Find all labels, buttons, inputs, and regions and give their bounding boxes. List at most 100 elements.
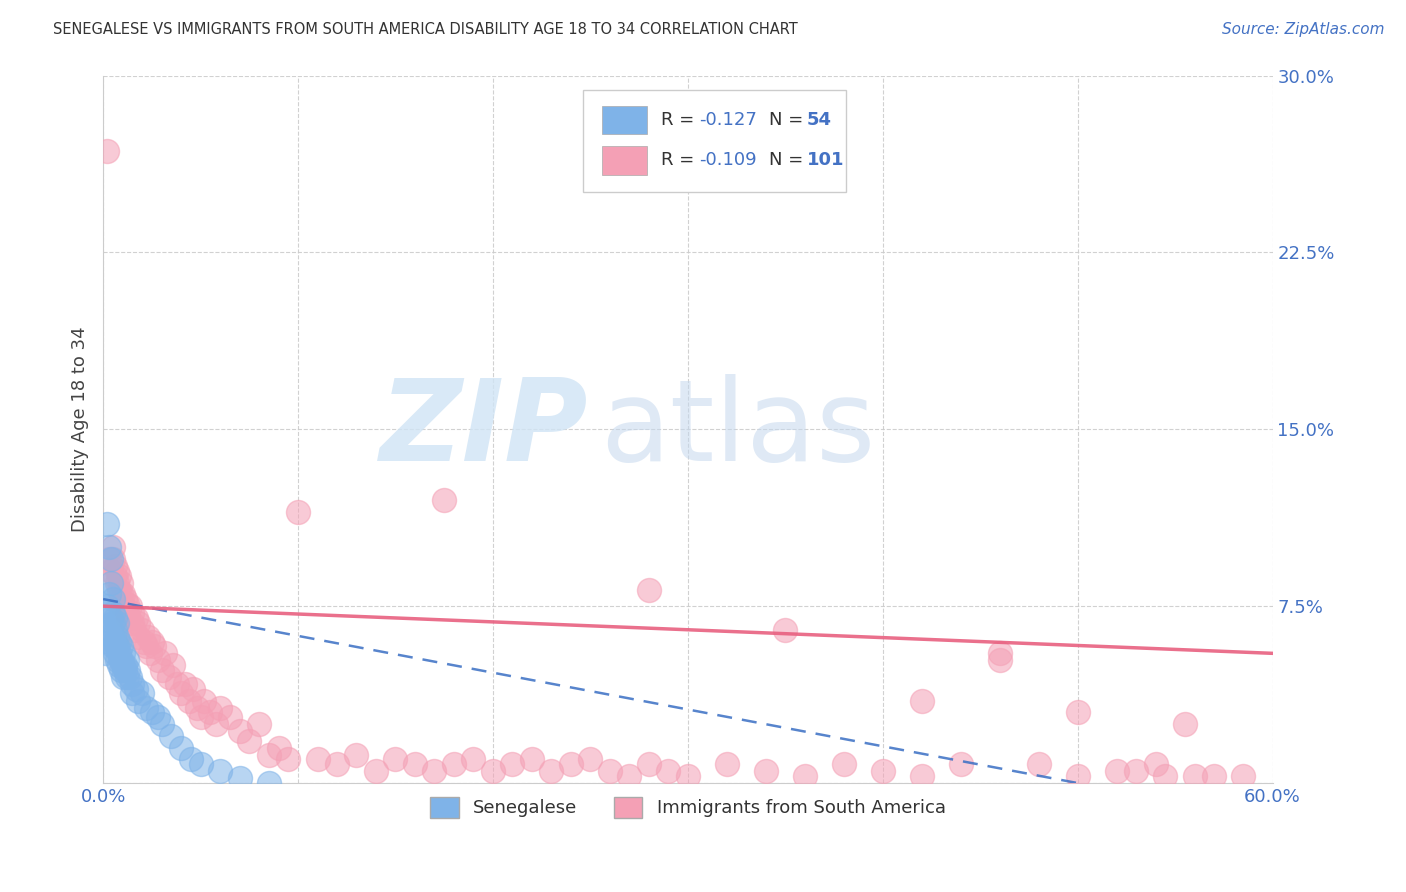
Point	[117, 611, 139, 625]
Point	[111, 646, 134, 660]
Point	[988, 653, 1011, 667]
Point	[177, 693, 200, 707]
Point	[218, 710, 240, 724]
Point	[98, 552, 121, 566]
Text: R =: R =	[661, 112, 700, 129]
Point	[121, 615, 143, 630]
Point	[114, 592, 136, 607]
Point	[193, 693, 215, 707]
Text: ZIP: ZIP	[380, 374, 589, 484]
FancyBboxPatch shape	[602, 106, 647, 134]
Point	[190, 710, 212, 724]
Point	[146, 653, 169, 667]
Point	[105, 575, 128, 590]
Point	[443, 757, 465, 772]
Point	[949, 757, 972, 772]
Point	[150, 663, 173, 677]
Point	[107, 634, 129, 648]
Point	[1184, 769, 1206, 783]
Text: -0.127: -0.127	[700, 112, 758, 129]
Point	[832, 757, 855, 772]
Point	[121, 606, 143, 620]
Point	[111, 670, 134, 684]
Point	[1066, 706, 1088, 720]
Point	[101, 630, 124, 644]
Point	[121, 686, 143, 700]
Point	[307, 752, 329, 766]
Point	[121, 677, 143, 691]
Point	[326, 757, 349, 772]
Point	[238, 733, 260, 747]
Point	[911, 693, 934, 707]
Point	[872, 764, 894, 779]
Point	[267, 740, 290, 755]
Point	[180, 752, 202, 766]
Point	[1144, 757, 1167, 772]
Point	[125, 611, 148, 625]
FancyBboxPatch shape	[602, 146, 647, 175]
Point	[170, 686, 193, 700]
Point	[228, 772, 250, 786]
Text: Source: ZipAtlas.com: Source: ZipAtlas.com	[1222, 22, 1385, 37]
Point	[1105, 764, 1128, 779]
Point	[131, 686, 153, 700]
Point	[111, 658, 134, 673]
Point	[170, 740, 193, 755]
Point	[120, 599, 142, 614]
Point	[105, 615, 128, 630]
Point	[104, 623, 127, 637]
Point	[247, 717, 270, 731]
Y-axis label: Disability Age 18 to 34: Disability Age 18 to 34	[72, 326, 89, 533]
Point	[115, 653, 138, 667]
Point	[107, 568, 129, 582]
Point	[384, 752, 406, 766]
Point	[657, 764, 679, 779]
Point	[136, 630, 159, 644]
Point	[114, 658, 136, 673]
Point	[98, 587, 121, 601]
Point	[115, 670, 138, 684]
Point	[131, 623, 153, 637]
Point	[132, 634, 155, 648]
Point	[135, 640, 157, 654]
Text: R =: R =	[661, 152, 700, 169]
Point	[209, 764, 232, 779]
Point	[100, 564, 122, 578]
Point	[111, 599, 134, 614]
Point	[101, 540, 124, 554]
Point	[775, 623, 797, 637]
Point	[186, 700, 208, 714]
Point	[101, 592, 124, 607]
Point	[637, 582, 659, 597]
Point	[107, 646, 129, 660]
Point	[755, 764, 778, 779]
Text: -0.109: -0.109	[700, 152, 758, 169]
Point	[676, 769, 699, 783]
Point	[100, 611, 122, 625]
Point	[346, 747, 368, 762]
Point	[110, 653, 132, 667]
Point	[166, 677, 188, 691]
Point	[160, 729, 183, 743]
Point	[124, 623, 146, 637]
Point	[107, 582, 129, 597]
Point	[142, 640, 165, 654]
Point	[125, 681, 148, 696]
Point	[257, 747, 280, 762]
Point	[1066, 769, 1088, 783]
Point	[110, 663, 132, 677]
Point	[501, 757, 523, 772]
Legend: Senegalese, Immigrants from South America: Senegalese, Immigrants from South Americ…	[423, 789, 953, 825]
Point	[540, 764, 562, 779]
Point	[104, 568, 127, 582]
Point	[96, 599, 118, 614]
Point	[98, 634, 121, 648]
Point	[205, 717, 228, 731]
Point	[115, 606, 138, 620]
Point	[100, 623, 122, 637]
Point	[107, 658, 129, 673]
Point	[100, 552, 122, 566]
Point	[114, 663, 136, 677]
Point	[110, 587, 132, 601]
Point	[1174, 717, 1197, 731]
